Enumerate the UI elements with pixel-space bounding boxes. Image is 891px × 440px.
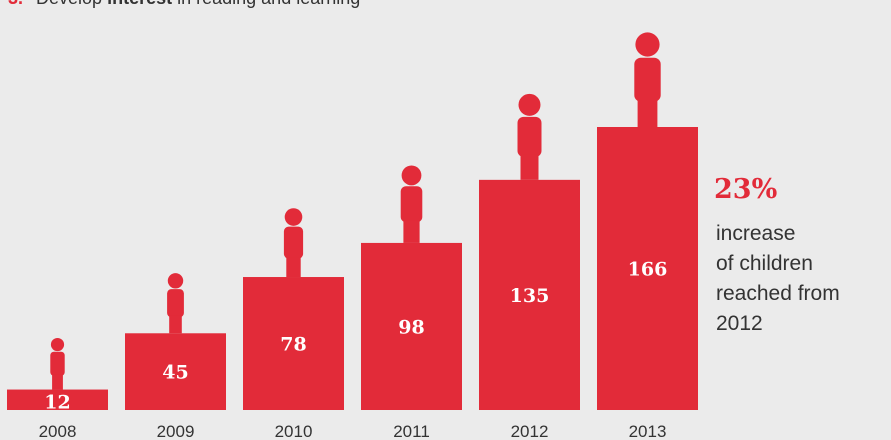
value-label: 45 [162, 362, 188, 384]
silhouette-body [50, 352, 64, 376]
silhouette-head [402, 166, 422, 186]
silhouette-legs [638, 100, 658, 128]
x-tick-label: 2011 [393, 422, 430, 440]
silhouette-head [51, 338, 64, 351]
value-label: 12 [44, 392, 70, 414]
value-label: 166 [628, 259, 668, 281]
annotation-text: increase [716, 222, 795, 245]
annotation-value: 23% [714, 174, 777, 205]
value-label: 78 [280, 334, 306, 356]
x-tick-label: 2012 [511, 422, 549, 440]
annotation-text: reached from [716, 282, 840, 305]
header: 3. Develop interest in reading and learn… [8, 0, 360, 8]
silhouette-body [401, 186, 423, 222]
silhouette-legs [403, 220, 419, 243]
value-label: 98 [398, 316, 424, 338]
silhouette-head [519, 94, 541, 116]
silhouette-head [635, 32, 659, 56]
silhouette-body [518, 117, 542, 157]
silhouette-legs [52, 375, 63, 390]
silhouette-head [168, 273, 183, 288]
silhouette-legs [521, 155, 539, 180]
header-number: 3. [8, 0, 23, 8]
x-tick-label: 2013 [629, 422, 667, 440]
header-text: in reading and learning [172, 0, 360, 8]
x-tick-label: 2008 [39, 422, 77, 440]
silhouette-legs [286, 257, 300, 277]
silhouette-body [634, 58, 660, 102]
header-text: Develop [36, 0, 107, 8]
annotation-text: of children [716, 252, 813, 275]
infographic: 3. Develop interest in reading and learn… [0, 0, 891, 440]
x-tick-label: 2009 [157, 422, 195, 440]
header-emphasis: interest [107, 0, 172, 8]
silhouette-legs [169, 316, 182, 334]
x-tick-label: 2010 [275, 422, 313, 440]
value-label: 135 [510, 285, 550, 307]
silhouette-body [167, 289, 184, 317]
silhouette-head [285, 208, 303, 226]
annotation-text: 2012 [716, 312, 763, 335]
silhouette-body [284, 227, 303, 259]
